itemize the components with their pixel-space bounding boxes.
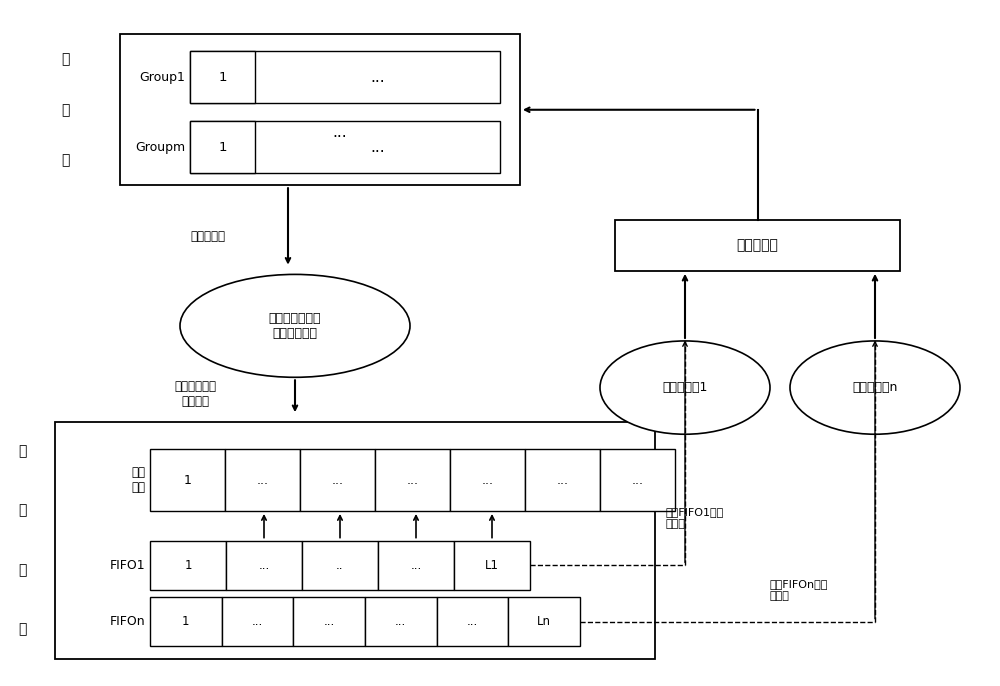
FancyBboxPatch shape (190, 121, 255, 173)
Text: 据: 据 (18, 504, 26, 518)
Text: Group1: Group1 (139, 71, 185, 84)
FancyBboxPatch shape (378, 541, 454, 590)
Text: L1: L1 (485, 559, 499, 571)
FancyBboxPatch shape (150, 541, 226, 590)
FancyBboxPatch shape (437, 597, 508, 646)
Text: 数: 数 (18, 445, 26, 458)
Text: 消费者线稍n: 消费者线稍n (852, 381, 898, 394)
Text: ...: ... (556, 474, 568, 486)
Text: ...: ... (333, 125, 347, 140)
Text: ...: ... (481, 474, 493, 486)
FancyBboxPatch shape (222, 597, 293, 646)
Text: ...: ... (632, 474, 644, 486)
Text: ...: ... (395, 615, 406, 628)
FancyBboxPatch shape (454, 541, 530, 590)
FancyBboxPatch shape (225, 449, 300, 511)
FancyBboxPatch shape (190, 51, 500, 103)
Text: ...: ... (370, 70, 385, 84)
FancyBboxPatch shape (525, 449, 600, 511)
Text: ...: ... (467, 615, 478, 628)
Text: 1: 1 (182, 615, 190, 628)
Text: ...: ... (258, 559, 270, 571)
Text: 1: 1 (218, 71, 227, 84)
Text: FIFOn: FIFOn (109, 615, 145, 628)
Text: ...: ... (406, 474, 418, 486)
FancyBboxPatch shape (293, 597, 365, 646)
Text: 将缓存块放入
数据中心: 将缓存块放入 数据中心 (174, 381, 216, 408)
Text: 1: 1 (184, 559, 192, 571)
FancyBboxPatch shape (226, 541, 302, 590)
Text: 通过FIFOn获取
缓存块: 通过FIFOn获取 缓存块 (770, 579, 828, 601)
Text: ..: .. (336, 559, 344, 571)
FancyBboxPatch shape (150, 597, 222, 646)
FancyBboxPatch shape (375, 449, 450, 511)
Text: 池: 池 (61, 153, 69, 167)
Text: ...: ... (410, 559, 422, 571)
Text: 中: 中 (18, 563, 26, 577)
Text: ...: ... (324, 615, 335, 628)
FancyBboxPatch shape (190, 51, 255, 103)
FancyBboxPatch shape (365, 597, 437, 646)
Text: 内: 内 (61, 52, 69, 67)
Text: 1: 1 (184, 474, 191, 486)
FancyBboxPatch shape (55, 422, 655, 659)
FancyBboxPatch shape (120, 34, 520, 185)
Text: Ln: Ln (537, 615, 551, 628)
Text: ...: ... (331, 474, 344, 486)
Text: 心: 心 (18, 622, 26, 636)
Text: ...: ... (256, 474, 268, 486)
FancyBboxPatch shape (300, 449, 375, 511)
Text: 获取内存块: 获取内存块 (191, 230, 226, 243)
FancyBboxPatch shape (600, 449, 675, 511)
Ellipse shape (600, 341, 770, 434)
Text: 消费者线程1: 消费者线程1 (662, 381, 708, 394)
Ellipse shape (790, 341, 960, 434)
Text: Groupm: Groupm (135, 141, 185, 154)
Ellipse shape (180, 274, 410, 377)
FancyBboxPatch shape (508, 597, 580, 646)
Text: 1: 1 (218, 141, 227, 154)
Text: 生产者线程将数
据填入内存块: 生产者线程将数 据填入内存块 (269, 312, 321, 340)
FancyBboxPatch shape (302, 541, 378, 590)
Text: FIFO1: FIFO1 (109, 559, 145, 571)
FancyBboxPatch shape (190, 121, 500, 173)
FancyBboxPatch shape (615, 220, 900, 271)
FancyBboxPatch shape (450, 449, 525, 511)
Text: 通过FIFO1获取
缓存块: 通过FIFO1获取 缓存块 (665, 507, 723, 529)
Text: 释放缓存块: 释放缓存块 (737, 238, 778, 252)
Text: 存: 存 (61, 103, 69, 117)
Text: 缓存
钉表: 缓存 钉表 (131, 466, 145, 494)
Text: ...: ... (370, 140, 385, 154)
Text: ...: ... (252, 615, 263, 628)
FancyBboxPatch shape (150, 449, 225, 511)
